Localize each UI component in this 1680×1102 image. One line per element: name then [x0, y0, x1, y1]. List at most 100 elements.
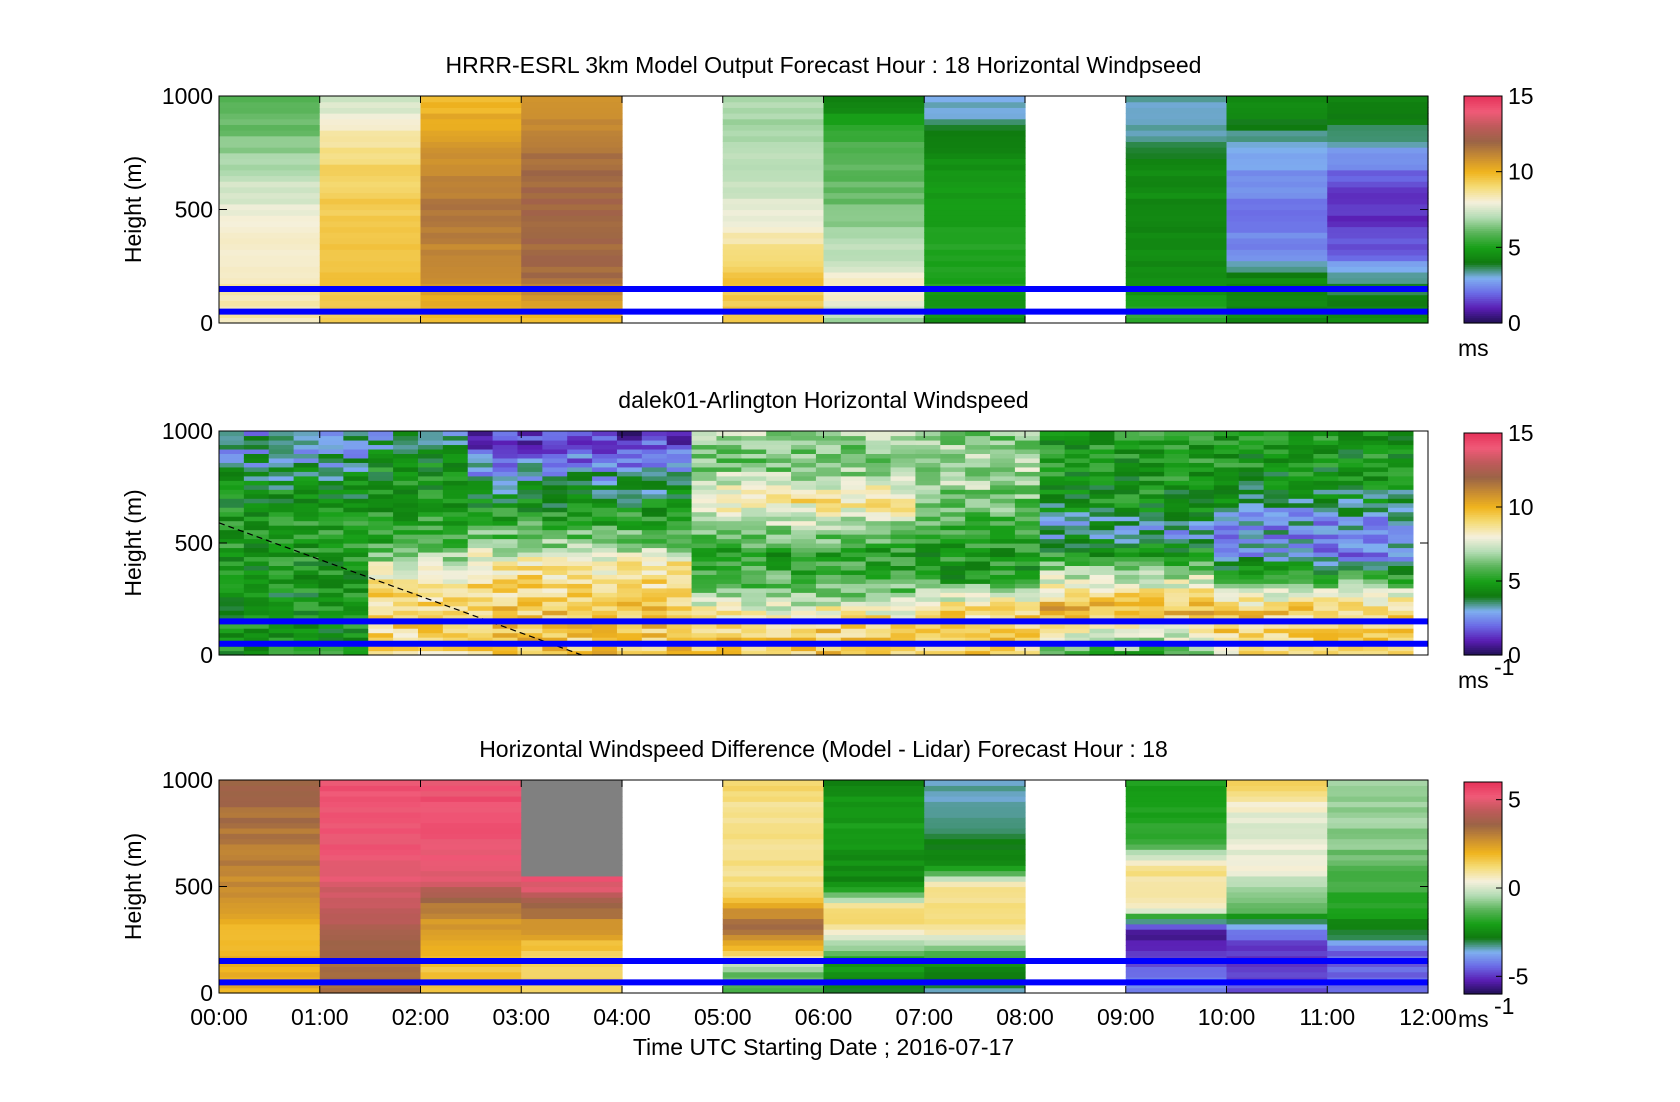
heat-cell	[1226, 266, 1328, 273]
colorbar-swatch	[1464, 292, 1502, 296]
heat-cell	[965, 462, 991, 468]
heat-cell	[1288, 646, 1314, 652]
heat-cell	[1263, 435, 1290, 441]
heat-cell	[268, 431, 295, 437]
heat-cell	[417, 462, 444, 468]
heat-cell	[1125, 811, 1228, 818]
heat-cell	[741, 453, 767, 459]
heat-cell	[716, 471, 742, 477]
heat-cell	[1014, 525, 1041, 531]
heat-cell	[417, 560, 444, 566]
heat-cell	[1114, 480, 1140, 486]
heat-cell	[1213, 471, 1240, 477]
heat-cell	[823, 790, 925, 797]
heat-cell	[990, 592, 1016, 598]
heat-cell	[517, 565, 543, 571]
heat-cell	[1288, 543, 1314, 549]
heat-cell	[641, 529, 668, 535]
heat-cell	[616, 596, 643, 602]
y-tick-label: 1000	[162, 767, 213, 793]
heat-cell	[467, 578, 494, 584]
heat-cell	[940, 556, 966, 562]
heat-cell	[521, 152, 623, 160]
heat-cell	[1338, 484, 1364, 490]
heat-cell	[823, 833, 925, 840]
heat-cell	[368, 435, 394, 441]
heat-cell	[420, 843, 522, 850]
heat-cell	[219, 806, 321, 813]
heat-cell	[915, 471, 941, 477]
heat-cell	[1164, 466, 1190, 472]
heat-cell	[368, 614, 394, 620]
colorbar-swatch	[1464, 817, 1502, 820]
colorbar-swatch	[1464, 605, 1502, 608]
heat-cell	[343, 516, 369, 522]
heat-cell	[592, 623, 618, 629]
heat-cell	[318, 462, 344, 468]
heat-cell	[319, 209, 422, 216]
heat-cell	[368, 462, 394, 468]
heat-cell	[722, 271, 825, 279]
heat-cell	[368, 448, 394, 454]
heat-cell	[722, 164, 825, 171]
heat-cell	[940, 462, 966, 468]
heat-cell	[1363, 587, 1389, 593]
heat-cell	[641, 632, 668, 638]
heat-cell	[219, 628, 245, 634]
heat-cell	[965, 453, 991, 459]
heat-cell	[1388, 493, 1414, 499]
heat-cell	[641, 543, 668, 549]
heat-cell	[1363, 484, 1389, 490]
heat-cell	[1114, 431, 1140, 437]
heat-cell	[1089, 431, 1116, 437]
heat-cell	[890, 560, 917, 566]
heat-cell	[343, 650, 369, 656]
heat-cell	[722, 243, 825, 250]
colorbar-swatch	[1464, 618, 1502, 621]
heat-cell	[492, 453, 519, 459]
heat-cell	[1363, 439, 1389, 446]
heat-cell	[1189, 628, 1215, 634]
heat-cell	[318, 610, 344, 616]
heat-cell	[691, 489, 718, 495]
heat-cell	[890, 520, 917, 526]
heat-cell	[1226, 169, 1328, 177]
heat-cell	[716, 646, 742, 652]
colorbar-swatch	[1464, 840, 1502, 843]
colorbar-swatch	[1464, 649, 1502, 652]
colorbar-swatch	[1464, 824, 1502, 827]
heat-cell	[521, 130, 623, 137]
heat-cell	[318, 507, 344, 513]
heat-cell	[823, 124, 925, 131]
heat-cell	[542, 493, 568, 499]
heat-cell	[1226, 902, 1328, 909]
heat-cell	[417, 471, 444, 477]
heat-cell	[641, 444, 668, 450]
heat-cell	[319, 827, 422, 834]
heat-cell	[219, 101, 321, 108]
heat-cell	[542, 511, 568, 517]
heat-cell	[293, 525, 320, 531]
heat-cell	[567, 560, 593, 566]
heat-cell	[417, 556, 444, 562]
heat-cell	[243, 551, 270, 558]
heat-cell	[1164, 583, 1190, 589]
heat-cell	[567, 453, 593, 459]
heat-cell	[467, 435, 494, 441]
heat-cell	[1139, 569, 1165, 575]
heat-cell	[467, 610, 494, 616]
heat-cell	[840, 646, 867, 652]
heat-cell	[865, 596, 892, 602]
heat-cell	[990, 569, 1016, 575]
heat-cell	[924, 317, 1026, 324]
heat-cell	[219, 480, 245, 486]
heat-cell	[268, 457, 295, 463]
heat-cell	[716, 435, 742, 441]
heat-cell	[741, 489, 767, 495]
heat-cell	[1114, 534, 1140, 540]
heat-cell	[1313, 592, 1339, 598]
heat-cell	[542, 637, 568, 643]
heat-cell	[219, 801, 321, 808]
colorbar-swatch	[1464, 797, 1502, 801]
heat-cell	[766, 453, 792, 459]
